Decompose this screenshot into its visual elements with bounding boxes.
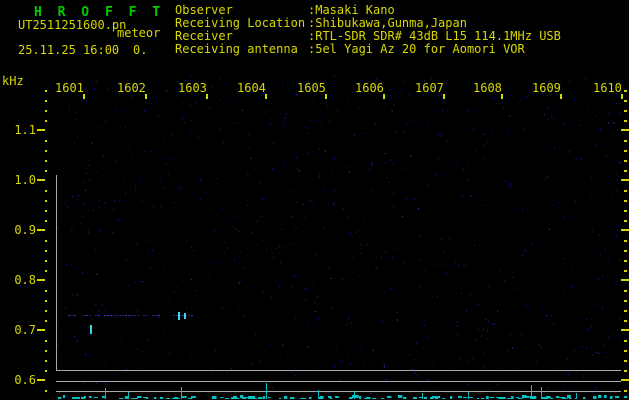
y-tick-label: 0.6 bbox=[14, 373, 36, 387]
filename-tag: meteor bbox=[117, 26, 161, 40]
y-tick-label: 0.9 bbox=[14, 223, 36, 237]
app-title: H R O F F T bbox=[34, 5, 165, 20]
x-tick-label: 1606 bbox=[355, 81, 384, 95]
x-tick-label: 1609 bbox=[532, 81, 561, 95]
info-label-observer: Observer bbox=[175, 3, 233, 17]
info-value-location: :Shibukawa,Gunma,Japan bbox=[308, 16, 467, 30]
x-tick-label: 1604 bbox=[237, 81, 266, 95]
info-label-receiver: Receiver bbox=[175, 29, 233, 43]
y-tick-label: 0.8 bbox=[14, 273, 36, 287]
info-value-receiver: :RTL-SDR SDR# 43dB L15 114.1MHz USB bbox=[308, 29, 561, 43]
filename: UT2511251600.pn bbox=[18, 18, 127, 32]
y-tick-label: 0.7 bbox=[14, 323, 36, 337]
x-tick-label: 1605 bbox=[297, 81, 326, 95]
y-axis-unit-label: kHz bbox=[2, 74, 24, 88]
info-label-antenna: Receiving antenna bbox=[175, 42, 298, 56]
counter: 0. bbox=[133, 43, 148, 57]
info-label-location: Receiving Location bbox=[175, 16, 306, 30]
info-value-observer: :Masaki Kano bbox=[308, 3, 395, 17]
x-tick-label: 1610 bbox=[593, 81, 622, 95]
x-tick-label: 1603 bbox=[178, 81, 207, 95]
y-tick-label: 1.0 bbox=[14, 173, 36, 187]
info-value-antenna: :5el Yagi Az 20 for Aomori VOR bbox=[308, 42, 525, 56]
x-tick-label: 1608 bbox=[473, 81, 502, 95]
datetime: 25.11.25 16:00 bbox=[18, 43, 120, 57]
x-tick-label: 1602 bbox=[117, 81, 146, 95]
x-tick-label: 1601 bbox=[55, 81, 84, 95]
y-tick-label: 1.1 bbox=[14, 123, 36, 137]
x-tick-label: 1607 bbox=[415, 81, 444, 95]
